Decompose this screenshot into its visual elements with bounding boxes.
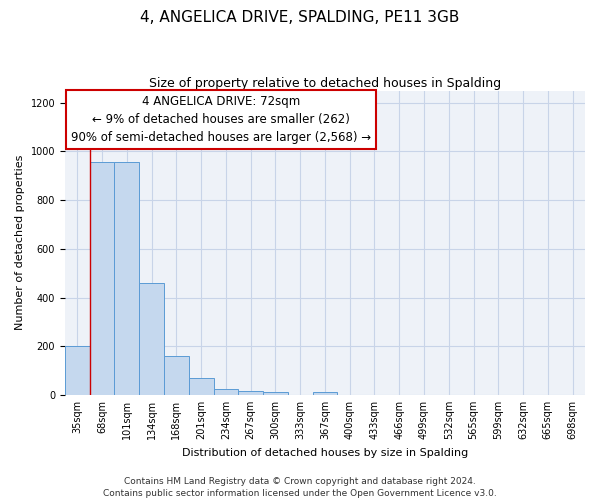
- Bar: [263, 392, 288, 395]
- Text: 4, ANGELICA DRIVE, SPALDING, PE11 3GB: 4, ANGELICA DRIVE, SPALDING, PE11 3GB: [140, 10, 460, 25]
- Bar: [139, 283, 164, 395]
- Bar: [65, 346, 89, 395]
- Bar: [214, 389, 238, 395]
- Bar: [189, 378, 214, 395]
- Bar: [238, 390, 263, 395]
- Bar: [164, 356, 189, 395]
- Text: 4 ANGELICA DRIVE: 72sqm
← 9% of detached houses are smaller (262)
90% of semi-de: 4 ANGELICA DRIVE: 72sqm ← 9% of detached…: [71, 95, 371, 144]
- Y-axis label: Number of detached properties: Number of detached properties: [15, 155, 25, 330]
- Text: Contains HM Land Registry data © Crown copyright and database right 2024.
Contai: Contains HM Land Registry data © Crown c…: [103, 476, 497, 498]
- X-axis label: Distribution of detached houses by size in Spalding: Distribution of detached houses by size …: [182, 448, 468, 458]
- Bar: [313, 392, 337, 395]
- Bar: [115, 162, 139, 395]
- Title: Size of property relative to detached houses in Spalding: Size of property relative to detached ho…: [149, 78, 501, 90]
- Bar: [89, 162, 115, 395]
